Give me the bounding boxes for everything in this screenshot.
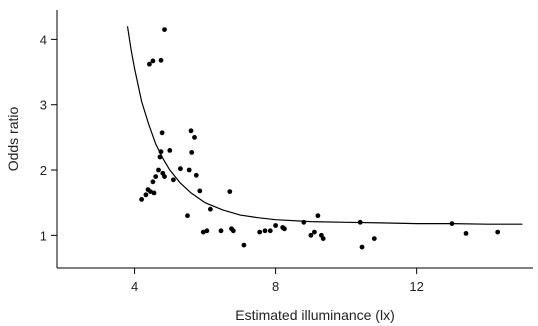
data-point [171,177,176,183]
data-point [208,206,213,212]
data-point [273,223,278,228]
data-point [359,244,365,250]
data-point [371,236,377,242]
data-point [230,228,236,234]
y-tick-label: 4 [40,32,47,47]
data-point [153,174,159,180]
data-point [227,189,233,195]
data-point [495,229,501,235]
data-point [150,58,156,64]
data-point [200,229,206,235]
y-tick-label: 2 [40,163,47,178]
data-point [178,166,183,172]
data-point [308,232,314,238]
data-point [156,167,161,173]
data-point [463,231,469,236]
data-point [148,189,153,195]
data-point [267,228,273,234]
data-point [162,27,167,32]
data-point [162,174,167,180]
data-point [167,148,173,153]
data-point [257,229,263,235]
data-point [315,213,321,219]
data-point [189,150,195,155]
y-axis-title: Odds ratio [5,106,21,171]
data-point [449,221,455,227]
data-point [193,172,199,178]
fitted-curve [126,26,523,225]
data-point [357,219,363,225]
data-point [157,154,163,160]
data-point [143,192,149,198]
x-axis-title: Estimated illuminance (lx) [235,307,395,323]
data-point [312,229,317,235]
data-point [241,242,247,248]
data-point [139,197,145,202]
data-point [204,228,210,234]
data-point [150,179,156,185]
data-point [320,236,326,242]
data-point [218,228,224,234]
data-point [151,190,157,196]
y-tick-label: 1 [40,228,47,243]
data-point [262,228,268,234]
data-point [147,61,152,67]
data-point [158,57,164,63]
x-tick-label: 8 [272,279,279,294]
data-point [197,188,203,194]
data-point [188,128,194,134]
data-point [192,135,197,140]
data-point [185,213,190,219]
x-tick-label: 4 [131,279,138,294]
data-point [282,226,287,232]
y-tick-label: 3 [40,98,47,113]
data-point [301,219,307,225]
data-point [159,130,165,136]
x-tick-label: 12 [409,279,423,294]
data-point [158,149,164,155]
data-point [186,167,192,173]
